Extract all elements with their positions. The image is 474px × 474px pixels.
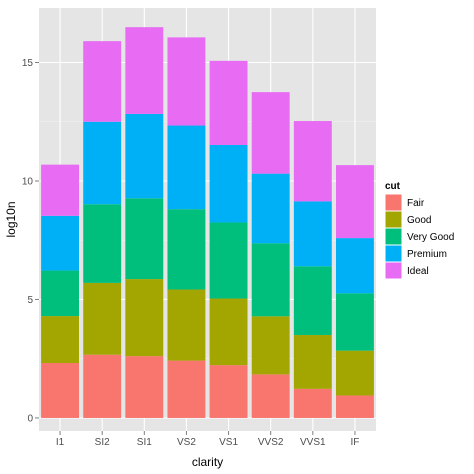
bar-segment-VVS2-fair bbox=[251, 374, 290, 418]
bar-segment-VS2-ideal bbox=[167, 37, 206, 126]
bar-segment-VS2-good bbox=[167, 289, 206, 361]
bar-segment-VS2-very-good bbox=[167, 209, 206, 290]
x-tick-label: SI2 bbox=[95, 437, 110, 448]
bar-segment-I1-good bbox=[41, 316, 80, 363]
bar-segment-IF-fair bbox=[335, 395, 374, 418]
bar-segment-VVS2-very-good bbox=[251, 243, 290, 317]
bar-segment-VVS2-premium bbox=[251, 173, 290, 244]
x-tick-label: VVS1 bbox=[300, 437, 326, 448]
bar-segment-SI1-ideal bbox=[125, 27, 164, 114]
bar-segment-I1-ideal bbox=[41, 164, 80, 216]
bar-segment-VVS1-very-good bbox=[293, 266, 332, 336]
bar-segments bbox=[41, 27, 374, 418]
x-tick-label: I1 bbox=[56, 437, 65, 448]
bar-segment-SI2-very-good bbox=[83, 204, 122, 283]
legend-label: Very Good bbox=[407, 232, 454, 243]
bar-segment-VVS1-fair bbox=[293, 388, 332, 418]
bar-segment-VS1-fair bbox=[209, 365, 248, 418]
bar-segment-SI2-good bbox=[83, 282, 122, 355]
bar-segment-VVS1-good bbox=[293, 335, 332, 389]
bar-segment-VVS2-good bbox=[251, 316, 290, 375]
y-tick-label: 10 bbox=[22, 176, 34, 187]
legend-label: Good bbox=[407, 215, 431, 226]
bar-segment-VVS2-ideal bbox=[251, 92, 290, 174]
x-axis-title: clarity bbox=[192, 455, 223, 469]
legend-key-swatch bbox=[385, 211, 402, 228]
bar-segment-SI2-ideal bbox=[83, 41, 122, 122]
bar-segment-VS2-premium bbox=[167, 125, 206, 210]
x-tick-label: VVS2 bbox=[258, 437, 284, 448]
x-axis: I1 SI2 SI1 VS2 VS1 VVS2 VVS1 IF bbox=[56, 431, 359, 448]
legend: cut Fair Good Very Good Premium Ideal bbox=[384, 181, 454, 280]
x-tick-label: VS2 bbox=[177, 437, 196, 448]
y-tick-label: 0 bbox=[27, 413, 33, 424]
bar-segment-VVS1-ideal bbox=[293, 121, 332, 202]
bar-segment-IF-good bbox=[335, 350, 374, 396]
bar-segment-SI1-fair bbox=[125, 356, 164, 418]
legend-title: cut bbox=[385, 181, 401, 192]
bar-segment-IF-premium bbox=[335, 238, 374, 294]
bar-segment-I1-fair bbox=[41, 362, 80, 418]
bar-segment-I1-premium bbox=[41, 215, 80, 271]
bar-segment-VS2-fair bbox=[167, 360, 206, 418]
legend-key-swatch bbox=[385, 194, 402, 211]
legend-key-swatch bbox=[385, 228, 402, 245]
y-axis: 0 5 10 15 bbox=[22, 58, 39, 424]
bar-segment-SI1-good bbox=[125, 279, 164, 357]
bar-segment-SI2-premium bbox=[83, 121, 122, 205]
legend-label: Premium bbox=[407, 249, 447, 260]
legend-label: Ideal bbox=[407, 266, 429, 277]
bar-segment-SI2-fair bbox=[83, 354, 122, 418]
x-tick-label: VS1 bbox=[219, 437, 238, 448]
bar-segment-VS1-premium bbox=[209, 144, 248, 223]
y-tick-label: 15 bbox=[22, 58, 34, 69]
bar-segment-VVS1-premium bbox=[293, 201, 332, 267]
legend-label: Fair bbox=[407, 198, 425, 209]
bar-segment-VS1-very-good bbox=[209, 222, 248, 299]
y-axis-title: log10n bbox=[4, 201, 18, 237]
bar-segment-VS1-ideal bbox=[209, 60, 248, 145]
bar-segment-SI1-very-good bbox=[125, 198, 164, 280]
bar-segment-I1-very-good bbox=[41, 270, 80, 317]
x-tick-label: SI1 bbox=[137, 437, 152, 448]
bar-segment-SI1-premium bbox=[125, 113, 164, 199]
bar-segment-IF-very-good bbox=[335, 293, 374, 351]
bar-segment-VS1-good bbox=[209, 298, 248, 366]
legend-key-swatch bbox=[385, 262, 402, 279]
x-tick-label: IF bbox=[350, 437, 359, 448]
legend-key-swatch bbox=[385, 245, 402, 262]
y-tick-label: 5 bbox=[27, 295, 33, 306]
bar-segment-IF-ideal bbox=[335, 165, 374, 239]
